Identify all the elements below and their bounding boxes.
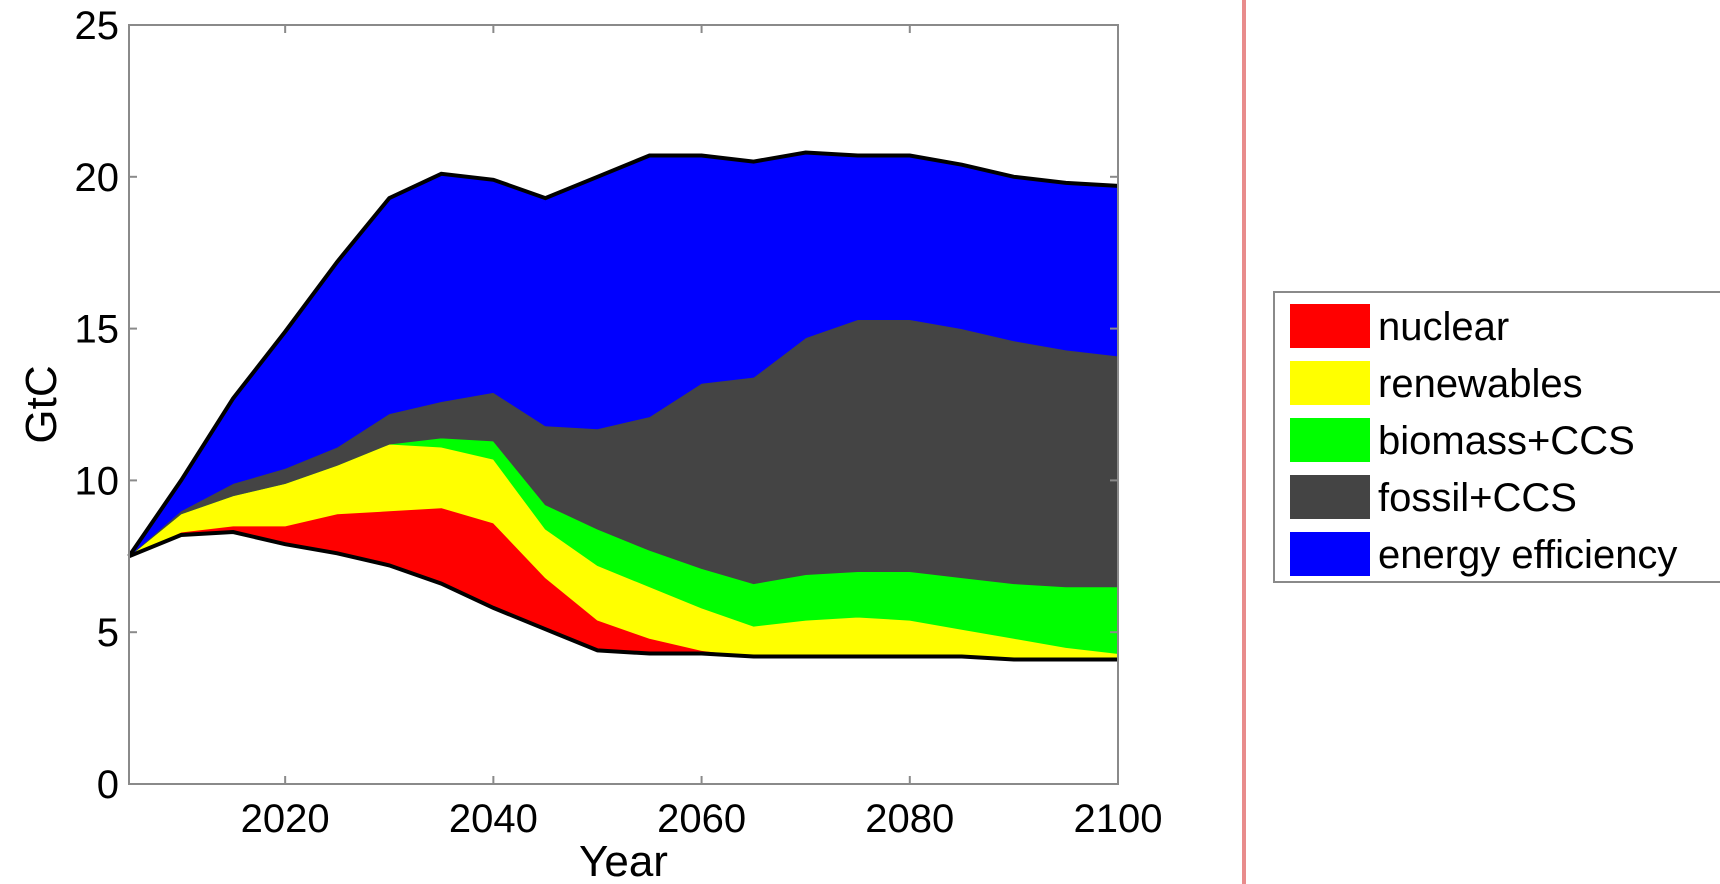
legend-swatch [1290, 532, 1370, 576]
legend-swatch [1290, 475, 1370, 519]
legend-label: renewables [1378, 362, 1583, 406]
x-tick-label: 2020 [241, 797, 330, 841]
legend-swatch [1290, 418, 1370, 462]
legend-swatch [1290, 304, 1370, 348]
x-tick-label: 2080 [865, 797, 954, 841]
y-tick-label: 0 [97, 763, 119, 807]
x-tick-label: 2040 [449, 797, 538, 841]
y-axis-title: GtC [17, 365, 66, 443]
total-outline [127, 150, 1119, 558]
x-tick-label: 2100 [1074, 797, 1163, 841]
legend-label: nuclear [1378, 305, 1509, 349]
y-tick-label: 10 [75, 459, 120, 503]
y-tick-label: 25 [75, 4, 120, 48]
legend-label: biomass+CCS [1378, 419, 1635, 463]
area-layers [128, 151, 1119, 660]
y-tick-label: 5 [97, 611, 119, 655]
x-tick-label: 2060 [657, 797, 746, 841]
baseline-outline [128, 529, 1118, 662]
legend-swatch [1290, 361, 1370, 405]
plot-frame [128, 24, 1119, 785]
legend-label: energy efficiency [1378, 533, 1677, 577]
y-tick-label: 20 [75, 156, 120, 200]
y-tick-label: 15 [75, 308, 120, 352]
axis-ticks: 2020 2040 2060 2080 2100 0 5 10 15 20 25 [75, 4, 1163, 841]
legend-label: fossil+CCS [1378, 476, 1577, 520]
legend: nuclear renewables biomass+CCS fossil+CCS en… [1273, 291, 1720, 583]
envelope-outlines [127, 150, 1119, 662]
x-axis-title: Year [579, 837, 668, 884]
